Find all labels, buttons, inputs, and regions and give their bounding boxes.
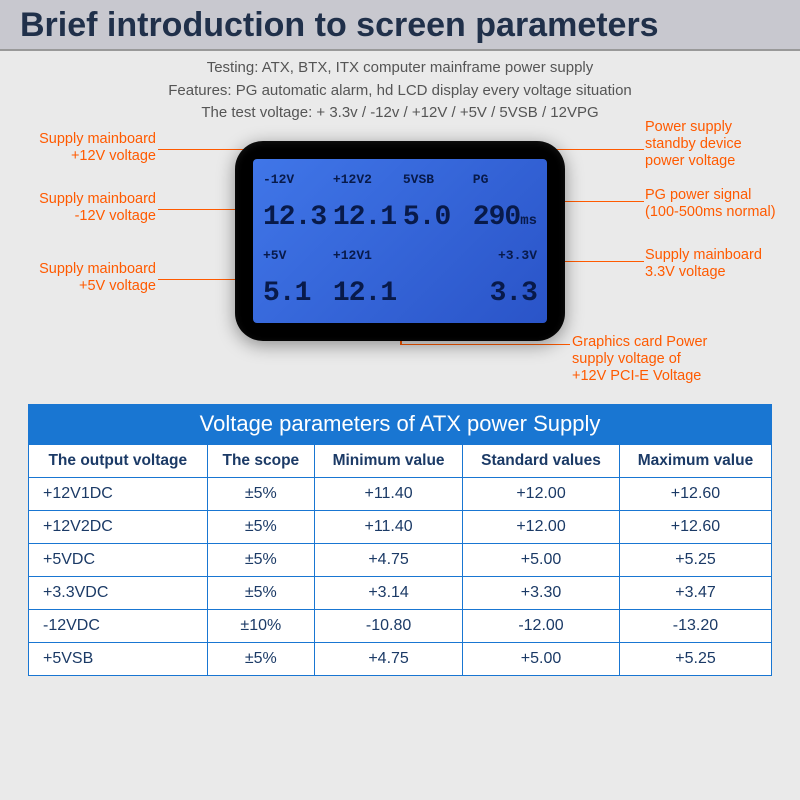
table-cell: +5.00 — [463, 642, 620, 675]
lcd-val-5v: 5.1 — [263, 278, 327, 309]
table-cell: +3.47 — [619, 576, 771, 609]
lcd-device: -12V +12V2 5VSB PG 12.3 12.1 5.0 290ms +… — [235, 141, 565, 341]
table-cell: +5.25 — [619, 642, 771, 675]
table-cell: ±10% — [207, 609, 314, 642]
lcd-val-12v1: 12.1 — [333, 278, 397, 309]
voltage-col-standard: Standard values — [463, 444, 620, 477]
lcd-label-3v3: +3.3V — [403, 248, 537, 263]
display-area: Supply mainboard +12V voltage Supply mai… — [0, 129, 800, 404]
table-cell: -10.80 — [315, 609, 463, 642]
table-cell: +5VSB — [29, 642, 208, 675]
callout-12v: Supply mainboard +12V voltage — [6, 131, 156, 166]
table-cell: +11.40 — [315, 477, 463, 510]
table-row: +5VDC±5%+4.75+5.00+5.25 — [29, 543, 772, 576]
lcd-val-3v3: 3.3 — [403, 278, 537, 309]
table-cell: +3.14 — [315, 576, 463, 609]
voltage-col-min: Minimum value — [315, 444, 463, 477]
table-cell: +12V1DC — [29, 477, 208, 510]
table-cell: +3.30 — [463, 576, 620, 609]
table-row: +12V2DC±5%+11.40+12.00+12.60 — [29, 510, 772, 543]
voltage-table: Voltage parameters of ATX power Supply T… — [28, 404, 772, 676]
table-row: +3.3VDC±5%+3.14+3.30+3.47 — [29, 576, 772, 609]
voltage-col-scope: The scope — [207, 444, 314, 477]
lcd-val-neg12v: 12.3 — [263, 202, 327, 233]
lcd-label-12v2: +12V2 — [333, 172, 397, 187]
table-cell: -12VDC — [29, 609, 208, 642]
voltage-col-output: The output voltage — [29, 444, 208, 477]
header-bar: Brief introduction to screen parameters — [0, 0, 800, 51]
table-cell: +12.60 — [619, 477, 771, 510]
table-cell: ±5% — [207, 510, 314, 543]
lcd-val-5vsb: 5.0 — [403, 202, 467, 233]
table-cell: -12.00 — [463, 609, 620, 642]
table-cell: +5.00 — [463, 543, 620, 576]
callout-3v3: Supply mainboard 3.3V voltage — [645, 247, 795, 282]
table-cell: +5VDC — [29, 543, 208, 576]
intro-line: Testing: ATX, BTX, ITX computer mainfram… — [20, 57, 780, 80]
table-cell: +5.25 — [619, 543, 771, 576]
voltage-table-wrap: Voltage parameters of ATX power Supply T… — [0, 404, 800, 688]
page-title: Brief introduction to screen parameters — [20, 6, 780, 45]
table-cell: +12V2DC — [29, 510, 208, 543]
intro-block: Testing: ATX, BTX, ITX computer mainfram… — [0, 51, 800, 129]
callout-5vsb: Power supply standby device power voltag… — [645, 119, 795, 171]
table-cell: +12.60 — [619, 510, 771, 543]
table-cell: ±5% — [207, 477, 314, 510]
table-cell: +3.3VDC — [29, 576, 208, 609]
table-cell: +4.75 — [315, 543, 463, 576]
table-cell: ±5% — [207, 543, 314, 576]
intro-line: Features: PG automatic alarm, hd LCD dis… — [20, 80, 780, 103]
callout-5v: Supply mainboard +5V voltage — [6, 261, 156, 296]
table-cell: ±5% — [207, 642, 314, 675]
table-cell: -13.20 — [619, 609, 771, 642]
lcd-label-5vsb: 5VSB — [403, 172, 467, 187]
voltage-table-caption: Voltage parameters of ATX power Supply — [28, 404, 772, 444]
table-row: +5VSB±5%+4.75+5.00+5.25 — [29, 642, 772, 675]
table-row: +12V1DC±5%+11.40+12.00+12.60 — [29, 477, 772, 510]
callout-12v-pcie: Graphics card Power supply voltage of +1… — [572, 334, 792, 386]
voltage-table-header-row: The output voltage The scope Minimum val… — [29, 444, 772, 477]
table-cell: +12.00 — [463, 477, 620, 510]
table-row: -12VDC±10%-10.80-12.00-13.20 — [29, 609, 772, 642]
callout-line — [400, 344, 570, 346]
lcd-label-12v1: +12V1 — [333, 248, 397, 263]
table-cell: +11.40 — [315, 510, 463, 543]
voltage-col-max: Maximum value — [619, 444, 771, 477]
lcd-label-pg: PG — [473, 172, 537, 187]
lcd-unit-pg: ms — [520, 213, 537, 229]
lcd-label-neg12v: -12V — [263, 172, 327, 187]
lcd-val-12v2: 12.1 — [333, 202, 397, 233]
lcd-label-5v: +5V — [263, 248, 327, 263]
table-cell: ±5% — [207, 576, 314, 609]
lcd-val-pg-wrap: 290ms — [473, 202, 537, 233]
table-cell: +4.75 — [315, 642, 463, 675]
lcd-val-pg: 290 — [473, 202, 520, 233]
callout-pg: PG power signal (100-500ms normal) — [645, 187, 795, 222]
callout-neg12v: Supply mainboard -12V voltage — [6, 191, 156, 226]
table-cell: +12.00 — [463, 510, 620, 543]
voltage-table-body: +12V1DC±5%+11.40+12.00+12.60+12V2DC±5%+1… — [29, 477, 772, 675]
lcd-screen: -12V +12V2 5VSB PG 12.3 12.1 5.0 290ms +… — [253, 159, 547, 323]
